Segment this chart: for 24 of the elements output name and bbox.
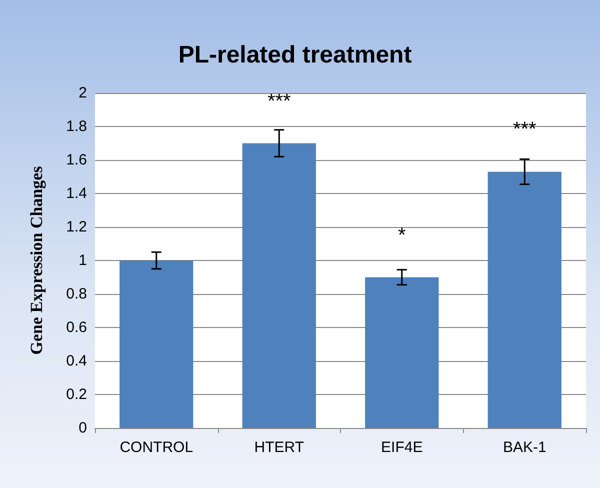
x-tick-label: HTERT [254,439,304,456]
y-tick-label: 0.6 [66,319,87,336]
y-tick-label: 1.2 [66,218,87,236]
x-tick-label: CONTROL [120,439,194,456]
y-tick-label: 1 [78,252,87,269]
y-tick-label: 0.4 [66,352,87,370]
y-tick-label: 0 [78,420,87,436]
y-tick-label: 0.2 [66,386,87,403]
bar [120,260,194,428]
annotation: *** [267,90,292,112]
bar [488,172,562,428]
annotation: * [398,224,406,246]
annotation: *** [512,118,537,141]
y-tick-label: 0.8 [66,286,87,302]
y-tick-label: 2 [78,84,87,102]
bar [365,277,439,428]
y-tick-label: 1.6 [66,152,87,168]
x-tick-label: EIF4E [381,439,423,456]
chart-title: PL-related treatment [178,42,412,68]
bar [242,143,316,428]
y-axis-title: Gene Expression Changes [27,166,46,355]
x-tick-label: BAK-1 [502,439,546,456]
y-tick-label: 1.8 [66,118,87,135]
y-tick-label: 1.4 [66,185,87,202]
